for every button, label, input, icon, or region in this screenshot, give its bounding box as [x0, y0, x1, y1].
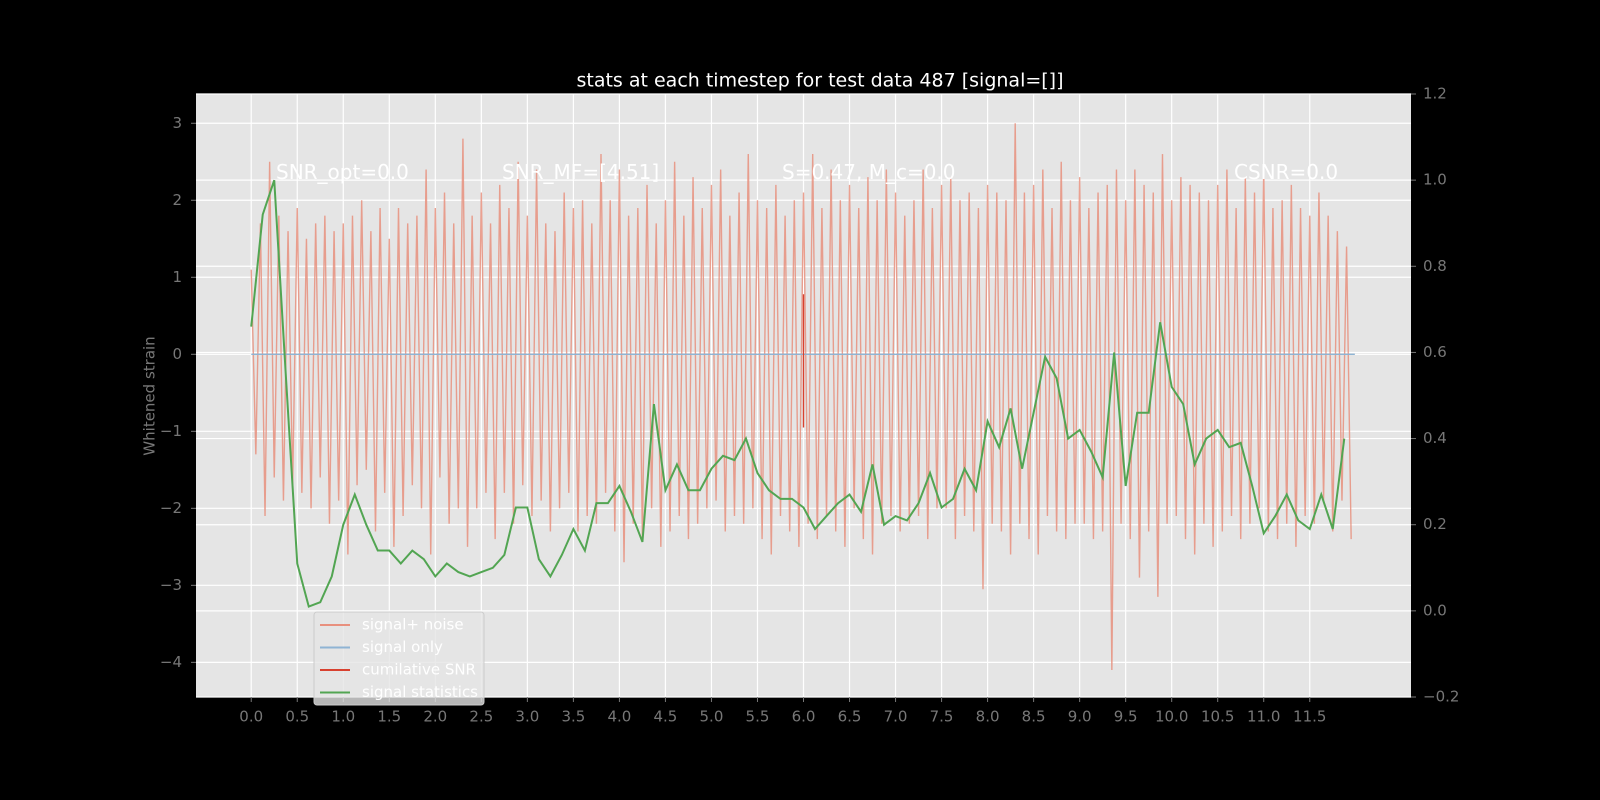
x-tick-label: 7.5 [930, 708, 954, 726]
y-tick-label: −4 [160, 653, 182, 671]
x-tick-label: 11.5 [1293, 708, 1326, 726]
legend-label: signal statistics [362, 683, 478, 701]
x-tick-label: 8.5 [1022, 708, 1046, 726]
annotation: CSNR=0.0 [1234, 160, 1338, 184]
legend-label: cumilative SNR [362, 661, 476, 679]
y2-tick-label: 0.0 [1423, 601, 1447, 619]
y2-tick-label: 0.6 [1423, 343, 1447, 361]
legend-label: signal only [362, 638, 443, 656]
chart-title: stats at each timestep for test data 487… [576, 70, 1063, 92]
x-tick-label: 2.0 [423, 708, 447, 726]
x-tick-label: 6.5 [838, 708, 862, 726]
x-tick-label: 1.5 [377, 708, 401, 726]
y-tick-label: 1 [172, 268, 182, 286]
x-tick-label: 10.5 [1201, 708, 1234, 726]
y-tick-label: 2 [172, 191, 182, 209]
legend-box [313, 611, 485, 706]
y-tick-label: −3 [160, 576, 182, 594]
x-tick-label: 0.0 [239, 708, 263, 726]
y2-tick-label: −0.2 [1423, 688, 1459, 706]
x-tick-label: 1.0 [331, 708, 355, 726]
x-tick-label: 9.0 [1068, 708, 1092, 726]
x-tick-label: 4.5 [654, 708, 678, 726]
annotation: S=0.47, M_c=0.0 [782, 160, 956, 184]
x-tick-label: 2.5 [469, 708, 493, 726]
x-tick-label: 0.5 [285, 708, 309, 726]
y-tick-label: −1 [160, 422, 182, 440]
y2-tick-label: 1.0 [1423, 171, 1447, 189]
x-tick-label: 9.5 [1114, 708, 1138, 726]
x-tick-label: 11.0 [1247, 708, 1280, 726]
x-tick-label: 6.0 [792, 708, 816, 726]
x-tick-label: 10.0 [1155, 708, 1188, 726]
series-line [250, 123, 1352, 671]
x-tick-label: 5.0 [700, 708, 724, 726]
y2-tick-label: 0.8 [1423, 257, 1447, 275]
annotation: SNR_MF=[4.51] [502, 160, 659, 184]
y-axis-label: Whitened strain [141, 336, 159, 455]
y-tick-label: 0 [172, 345, 182, 363]
x-tick-label: 8.0 [976, 708, 1000, 726]
y2-tick-label: 0.4 [1423, 429, 1447, 447]
y2-tick-label: 1.2 [1423, 85, 1447, 103]
x-tick-label: 3.0 [515, 708, 539, 726]
series-line [250, 179, 1346, 608]
annotation: SNR_opt=0.0 [276, 160, 409, 184]
y2-tick-label: 0.2 [1423, 515, 1447, 533]
x-tick-label: 5.5 [746, 708, 770, 726]
x-tick-label: 4.0 [607, 708, 631, 726]
y-tick-label: 3 [172, 114, 182, 132]
y-tick-label: −2 [160, 499, 182, 517]
x-tick-label: 7.0 [884, 708, 908, 726]
x-tick-label: 3.5 [561, 708, 585, 726]
legend-label: signal+ noise [362, 616, 464, 634]
